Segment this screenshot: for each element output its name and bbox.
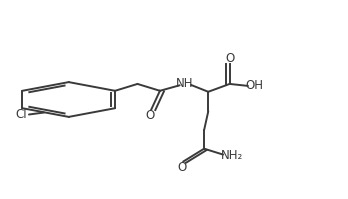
Text: O: O [226, 52, 235, 65]
Text: NH: NH [176, 77, 193, 90]
Text: O: O [145, 109, 154, 122]
Text: OH: OH [246, 79, 264, 92]
Text: O: O [177, 161, 186, 174]
Text: Cl: Cl [16, 108, 27, 121]
Text: NH₂: NH₂ [221, 149, 243, 162]
